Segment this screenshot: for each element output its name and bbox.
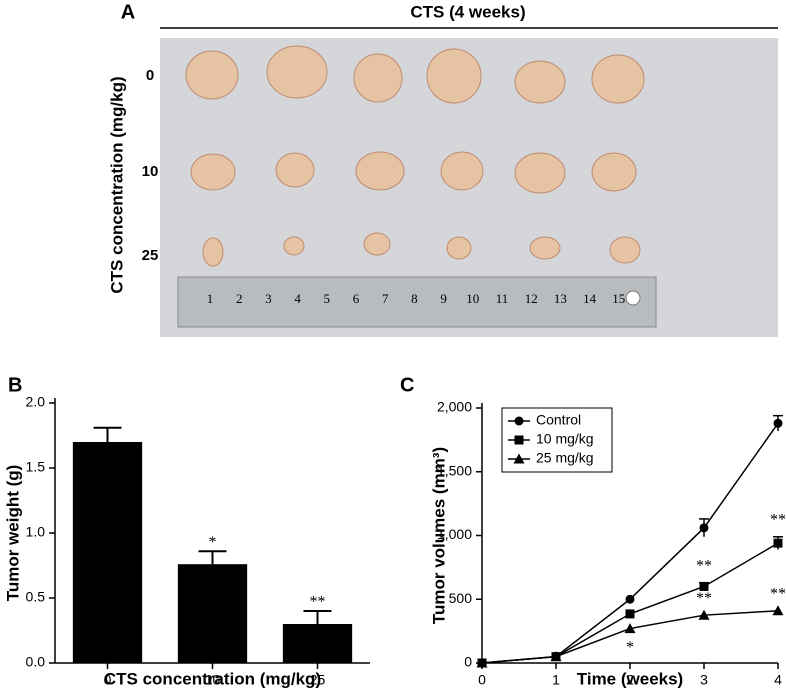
ruler-number: 2 [236,291,243,306]
marker [625,594,635,604]
marker [772,605,784,616]
x-tick-label: 10 [205,672,221,688]
panel-label: C [400,374,414,396]
y-tick-label: 1.5 [26,459,46,475]
marker [698,609,710,620]
legend-label: 10 mg/kg [536,431,594,447]
ruler-hole [625,290,641,306]
ruler-number: 10 [466,291,479,306]
marker [514,416,524,426]
bar [282,624,353,663]
ruler [177,276,657,328]
marker [514,435,524,445]
y-tick-label: 1,000 [437,526,472,542]
x-axis-label: Time (weeks) [577,669,683,688]
ruler-number: 5 [324,291,331,306]
x-axis-label: CTS concentration (mg/kg) [104,669,321,688]
y-tick-label: 500 [449,590,473,606]
significance: * [209,534,217,551]
y-tick-label: 0 [464,654,472,670]
row-label: 25 [142,247,159,264]
ruler-number: 3 [265,291,272,306]
ruler-number: 11 [496,291,509,306]
x-tick-label: 1 [552,672,560,688]
marker [476,657,488,668]
ruler-number: 7 [382,291,389,306]
ruler-number: 8 [411,291,418,306]
bar [177,564,248,663]
bar [72,442,143,663]
x-tick-label: 4 [774,672,782,688]
photo-title: CTS (4 weeks) [410,2,525,21]
row-label: 0 [146,67,154,84]
x-tick-label: 0 [104,672,112,688]
marker [699,523,709,533]
x-tick-label: 0 [478,672,486,688]
ruler-number: 4 [294,291,301,306]
significance: ** [770,511,786,528]
significance: * [626,639,634,656]
marker [773,418,783,428]
y-axis-label: Tumor weight (g) [3,465,22,602]
legend-label: Control [536,412,581,428]
y-tick-label: 2,000 [437,399,472,415]
x-tick-label: 3 [700,672,708,688]
y-tick-label: 2.0 [26,394,46,410]
panel-label: A [121,1,135,23]
ruler-number: 15 [612,291,625,306]
marker [624,623,636,634]
panel-label: B [8,374,22,396]
x-tick-label: 25 [310,672,326,688]
y-tick-label: 1,500 [437,462,472,478]
x-tick-label: 2 [626,672,634,688]
marker [625,609,635,619]
ruler-number: 14 [583,291,597,306]
ruler-number: 12 [525,291,538,306]
ruler-number: 13 [554,291,567,306]
tumors [185,45,645,267]
significance: ** [310,594,326,611]
ruler-number: 6 [353,291,360,306]
significance: ** [696,557,712,574]
ruler-number: 9 [440,291,447,306]
significance: ** [696,590,712,607]
marker [513,453,525,464]
marker [699,582,709,591]
marker [550,651,562,662]
legend-label: 25 mg/kg [536,450,594,466]
row-label: 10 [142,163,159,180]
ruler-number: 1 [207,291,214,306]
y-tick-label: 1.0 [26,524,46,540]
photo-ylabel: CTS concentration (mg/kg) [107,76,126,293]
marker [773,538,783,548]
y-tick-label: 0.0 [26,654,46,670]
y-tick-label: 0.5 [26,589,46,605]
y-axis-label: Tumor volumes (mm³) [429,447,448,624]
significance: ** [770,585,786,602]
